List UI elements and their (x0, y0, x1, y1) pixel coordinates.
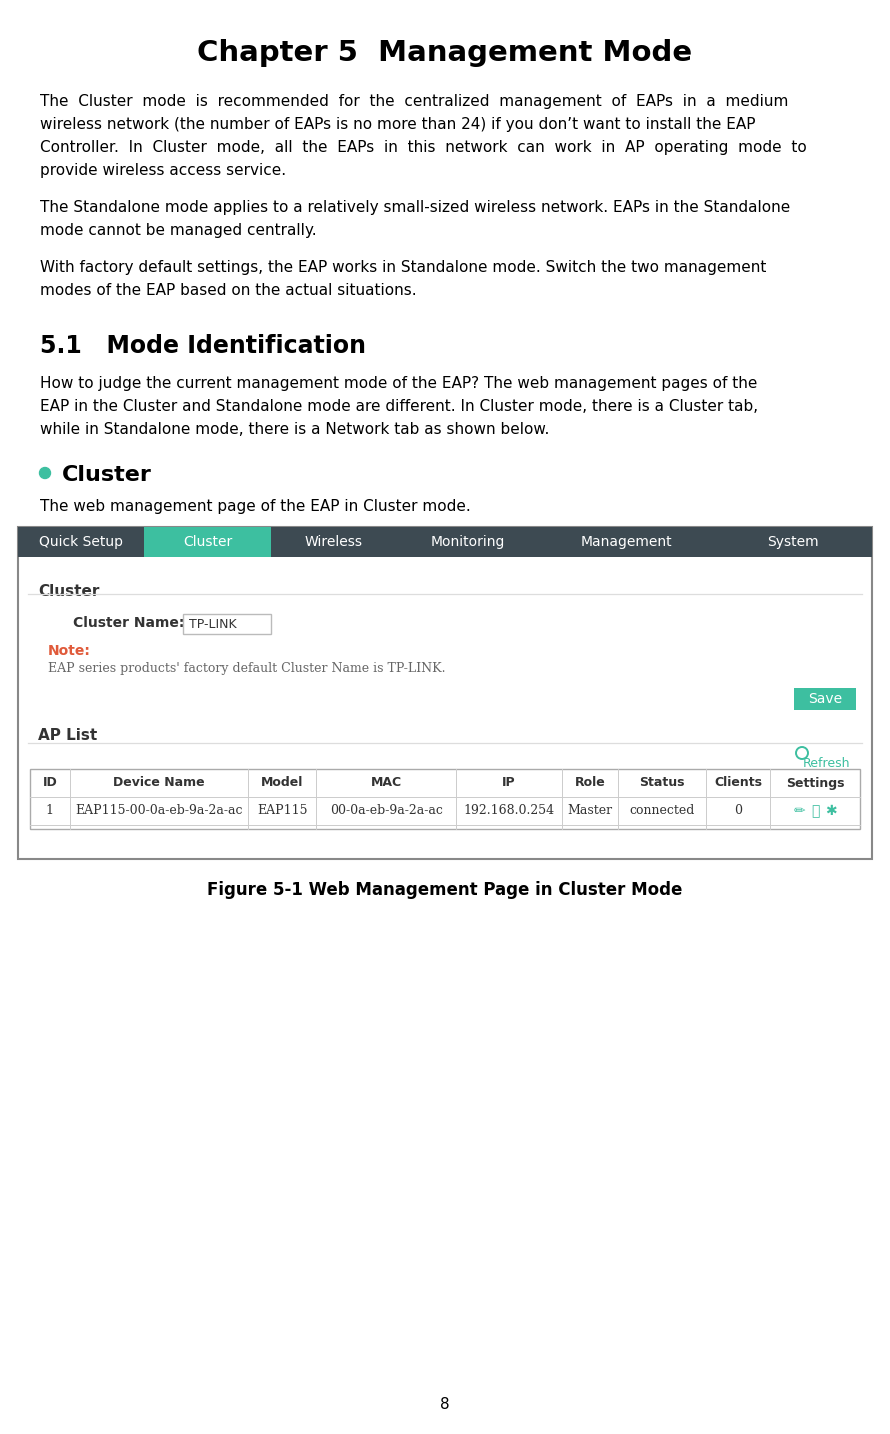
Text: MAC: MAC (370, 776, 401, 790)
Text: Chapter 5  Management Mode: Chapter 5 Management Mode (198, 39, 692, 67)
Text: 5.1   Mode Identification: 5.1 Mode Identification (40, 334, 366, 358)
Text: IP: IP (502, 776, 515, 790)
Text: Cluster: Cluster (38, 584, 100, 599)
Text: Model: Model (261, 776, 303, 790)
Bar (794, 688, 856, 710)
Text: Cluster: Cluster (62, 465, 152, 485)
Text: 1: 1 (46, 804, 54, 817)
Text: 8: 8 (441, 1397, 449, 1412)
Text: Settings: Settings (786, 776, 845, 790)
Text: Save: Save (808, 693, 842, 706)
Bar (30, 769, 860, 829)
Text: EAP in the Cluster and Standalone mode are different. In Cluster mode, there is : EAP in the Cluster and Standalone mode a… (40, 399, 758, 414)
Text: Refresh: Refresh (803, 757, 850, 770)
Bar (183, 614, 271, 634)
Text: EAP115-00-0a-eb-9a-2a-ac: EAP115-00-0a-eb-9a-2a-ac (76, 804, 243, 817)
Text: Clients: Clients (714, 776, 762, 790)
Text: wireless network (the number of EAPs is no more than 24) if you don’t want to in: wireless network (the number of EAPs is … (40, 118, 756, 132)
Text: With factory default settings, the EAP works in Standalone mode. Switch the two : With factory default settings, the EAP w… (40, 260, 766, 275)
Bar (18, 528, 872, 556)
Text: How to judge the current management mode of the EAP? The web management pages of: How to judge the current management mode… (40, 376, 757, 391)
Text: The  Cluster  mode  is  recommended  for  the  centralized  management  of  EAPs: The Cluster mode is recommended for the … (40, 95, 789, 109)
Text: modes of the EAP based on the actual situations.: modes of the EAP based on the actual sit… (40, 282, 417, 298)
Text: Cluster Name:: Cluster Name: (73, 617, 184, 630)
Text: Master: Master (568, 804, 613, 817)
Text: 0: 0 (734, 804, 742, 817)
Text: :  (811, 804, 820, 817)
Text: Role: Role (575, 776, 605, 790)
Text: Wireless: Wireless (305, 535, 363, 549)
Text: ✱: ✱ (825, 804, 837, 817)
Text: EAP series products' factory default Cluster Name is TP-LINK.: EAP series products' factory default Clu… (48, 663, 446, 675)
Text: EAP115: EAP115 (257, 804, 308, 817)
Text: Monitoring: Monitoring (431, 535, 506, 549)
Text: Management: Management (581, 535, 673, 549)
Text: provide wireless access service.: provide wireless access service. (40, 163, 286, 178)
Text: 00-0a-eb-9a-2a-ac: 00-0a-eb-9a-2a-ac (329, 804, 442, 817)
Text: Controller.  In  Cluster  mode,  all  the  EAPs  in  this  network  can  work  i: Controller. In Cluster mode, all the EAP… (40, 141, 806, 155)
Text: ✏: ✏ (793, 804, 805, 817)
Text: The Standalone mode applies to a relatively small-sized wireless network. EAPs i: The Standalone mode applies to a relativ… (40, 199, 790, 215)
Text: System: System (767, 535, 819, 549)
Bar (18, 528, 872, 859)
Circle shape (39, 467, 51, 479)
Text: Quick Setup: Quick Setup (39, 535, 123, 549)
Text: TP-LINK: TP-LINK (189, 618, 237, 631)
Text: Note:: Note: (48, 644, 91, 658)
Text: Cluster: Cluster (183, 535, 232, 549)
Text: Device Name: Device Name (113, 776, 205, 790)
Text: 192.168.0.254: 192.168.0.254 (464, 804, 554, 817)
Text: while in Standalone mode, there is a Network tab as shown below.: while in Standalone mode, there is a Net… (40, 422, 549, 437)
Text: AP List: AP List (38, 728, 97, 743)
Text: Figure 5-1 Web Management Page in Cluster Mode: Figure 5-1 Web Management Page in Cluste… (207, 880, 683, 899)
Text: mode cannot be managed centrally.: mode cannot be managed centrally. (40, 224, 317, 238)
Text: Status: Status (639, 776, 684, 790)
Text: connected: connected (629, 804, 695, 817)
Text: ID: ID (43, 776, 57, 790)
Text: The web management page of the EAP in Cluster mode.: The web management page of the EAP in Cl… (40, 499, 471, 513)
Bar (144, 528, 271, 556)
